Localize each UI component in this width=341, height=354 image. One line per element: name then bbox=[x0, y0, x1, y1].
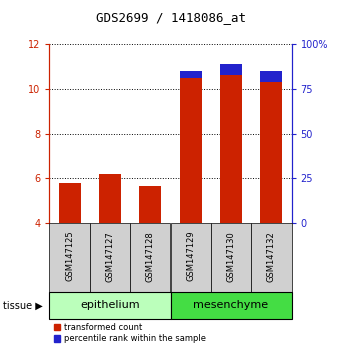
Bar bbox=[260, 82, 282, 223]
Bar bbox=[130, 223, 170, 292]
Bar bbox=[180, 78, 202, 223]
Bar bbox=[220, 64, 242, 75]
Text: GSM147125: GSM147125 bbox=[65, 231, 74, 281]
Text: GSM147127: GSM147127 bbox=[105, 231, 115, 281]
Bar bbox=[90, 223, 130, 292]
Bar bbox=[139, 186, 161, 223]
Bar bbox=[211, 223, 251, 292]
Legend: transformed count, percentile rank within the sample: transformed count, percentile rank withi… bbox=[54, 323, 206, 343]
Text: epithelium: epithelium bbox=[80, 300, 140, 310]
Text: tissue ▶: tissue ▶ bbox=[3, 300, 43, 310]
Bar bbox=[251, 223, 292, 292]
Bar bbox=[59, 183, 81, 223]
Text: GSM147132: GSM147132 bbox=[267, 231, 276, 281]
Text: GDS2699 / 1418086_at: GDS2699 / 1418086_at bbox=[95, 11, 246, 24]
Bar bbox=[170, 223, 211, 292]
Bar bbox=[170, 292, 292, 319]
Text: GSM147129: GSM147129 bbox=[186, 231, 195, 281]
Text: GSM147130: GSM147130 bbox=[226, 231, 236, 281]
Text: mesenchyme: mesenchyme bbox=[193, 300, 269, 310]
Bar bbox=[260, 71, 282, 82]
Bar bbox=[49, 223, 90, 292]
Bar bbox=[49, 292, 170, 319]
Bar bbox=[99, 174, 121, 223]
Bar bbox=[220, 75, 242, 223]
Text: GSM147128: GSM147128 bbox=[146, 231, 155, 281]
Bar bbox=[180, 71, 202, 78]
